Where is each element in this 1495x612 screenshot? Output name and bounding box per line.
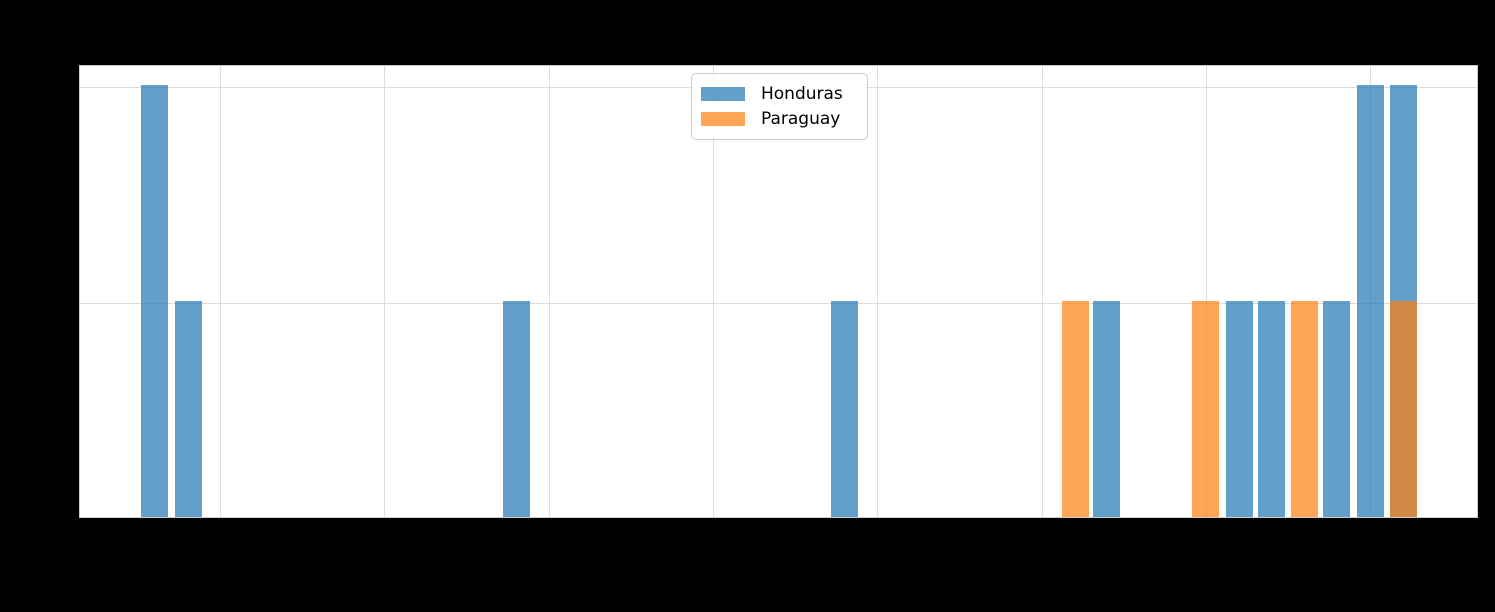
bar-honduras	[1226, 301, 1253, 517]
x-gridline	[1042, 66, 1043, 517]
legend-label-paraguay: Paraguay	[761, 109, 841, 129]
x-gridline	[877, 66, 878, 517]
x-gridline	[384, 66, 385, 517]
bar-honduras	[1357, 85, 1384, 517]
x-gridline	[713, 66, 714, 517]
x-gridline	[1206, 66, 1207, 517]
legend: Honduras Paraguay	[691, 73, 868, 140]
bar-honduras	[831, 301, 858, 517]
bar-honduras	[1093, 301, 1120, 517]
bar-paraguay	[1390, 301, 1417, 517]
bar-honduras	[1258, 301, 1285, 517]
legend-label-honduras: Honduras	[761, 84, 843, 104]
bar-paraguay	[1192, 301, 1219, 517]
y-gridline	[80, 303, 1477, 304]
legend-swatch-paraguay	[701, 112, 745, 126]
legend-item-honduras: Honduras	[701, 83, 857, 105]
bar-honduras	[175, 301, 202, 517]
legend-item-paraguay: Paraguay	[701, 108, 857, 130]
plot-area: Honduras Paraguay	[79, 65, 1478, 518]
legend-swatch-honduras	[701, 87, 745, 101]
bar-honduras	[503, 301, 530, 517]
bar-paraguay	[1291, 301, 1318, 517]
x-gridline	[220, 66, 221, 517]
x-gridline	[549, 66, 550, 517]
bar-honduras	[141, 85, 168, 517]
bar-paraguay	[1062, 301, 1089, 517]
bar-honduras	[1323, 301, 1350, 517]
